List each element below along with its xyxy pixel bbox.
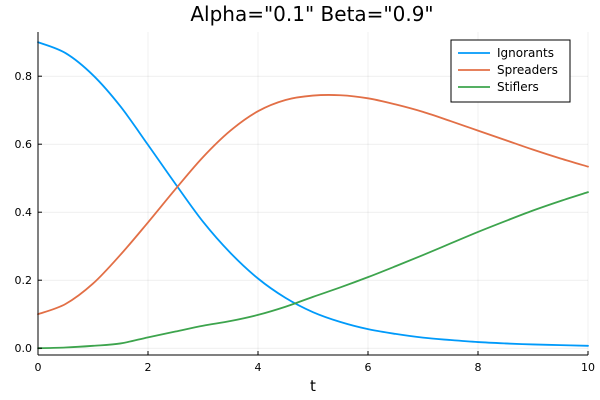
legend-box <box>450 39 571 103</box>
y-tick-label: 0.8 <box>15 70 33 83</box>
x-tick-label: 8 <box>475 361 482 374</box>
x-tick-label: 6 <box>365 361 372 374</box>
x-tick-label: 0 <box>35 361 42 374</box>
y-tick-label: 0.4 <box>15 206 33 219</box>
chart-title: Alpha="0.1" Beta="0.9" <box>190 2 433 26</box>
x-axis-label: t <box>310 377 316 395</box>
x-tick-label: 10 <box>581 361 595 374</box>
legend-label-ignorants: Ignorants <box>497 46 554 60</box>
x-tick-label: 4 <box>255 361 262 374</box>
series-layer <box>37 41 589 350</box>
y-tick-label: 0.0 <box>15 342 33 355</box>
series-line-stiflers <box>37 191 589 350</box>
legend-label-spreaders: Spreaders <box>497 63 558 77</box>
y-tick-label: 0.6 <box>15 138 33 151</box>
grid <box>37 32 589 355</box>
y-tick-label: 0.2 <box>15 274 33 287</box>
x-tick-label: 2 <box>145 361 152 374</box>
series-line-ignorants <box>37 41 589 347</box>
legend: Ignorants Spreaders Stiflers <box>450 39 571 103</box>
axes: 0 2 4 6 8 10 0.0 0.2 0.4 0.6 0.8 <box>15 32 595 374</box>
legend-label-stiflers: Stiflers <box>497 80 539 94</box>
series-line-spreaders <box>37 94 589 316</box>
